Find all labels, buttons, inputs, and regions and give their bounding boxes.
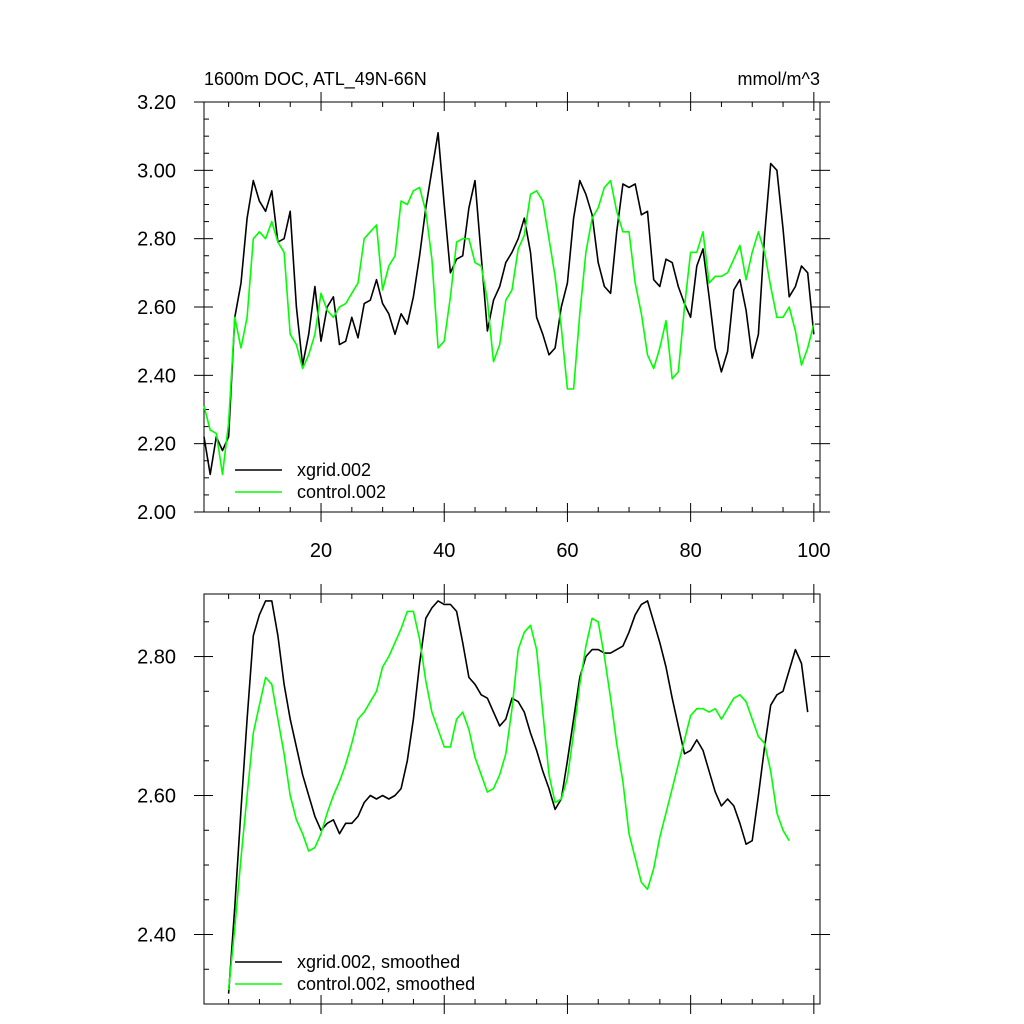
y-tick-label: 2.20 <box>137 434 176 456</box>
x-tick-label: 100 <box>797 540 830 562</box>
units-label: mmol/m^3 <box>738 69 820 89</box>
y-tick-label: 2.60 <box>137 786 176 808</box>
y-tick-label: 2.80 <box>137 229 176 251</box>
series-line-xgrid <box>227 600 809 994</box>
series-line-control <box>227 610 790 991</box>
x-tick-label: 80 <box>680 540 702 562</box>
x-tick-label: 60 <box>556 540 578 562</box>
top-panel: 20 40 60 80 100 2.00 2.20 2.40 2.60 2.80 3.00 3.20 x… <box>137 92 831 562</box>
y-tick-label: 2.80 <box>137 647 176 669</box>
y-tick-label: 3.00 <box>137 160 176 182</box>
legend-label: xgrid.002, smoothed <box>297 952 460 972</box>
plot-frame <box>203 593 821 1005</box>
x-tick-label: 40 <box>433 540 455 562</box>
y-tick-label: 2.00 <box>137 502 176 524</box>
series-line-control <box>203 179 815 476</box>
x-tick-label: 20 <box>310 540 332 562</box>
legend-label: control.002, smoothed <box>297 974 475 994</box>
bottom-panel: 2.40 2.60 2.80 xgrid.002, smoothedcontrol.0… <box>137 584 830 1014</box>
chart-title: 1600m DOC, ATL_49N-66N <box>204 69 427 90</box>
legend-label: xgrid.002 <box>297 460 371 480</box>
legend-label: control.002 <box>297 482 386 502</box>
y-tick-label: 2.40 <box>137 925 176 947</box>
y-tick-label: 2.60 <box>137 297 176 319</box>
y-tick-label: 2.40 <box>137 365 176 387</box>
series-line-xgrid <box>203 132 815 476</box>
y-tick-label: 3.20 <box>137 92 176 114</box>
